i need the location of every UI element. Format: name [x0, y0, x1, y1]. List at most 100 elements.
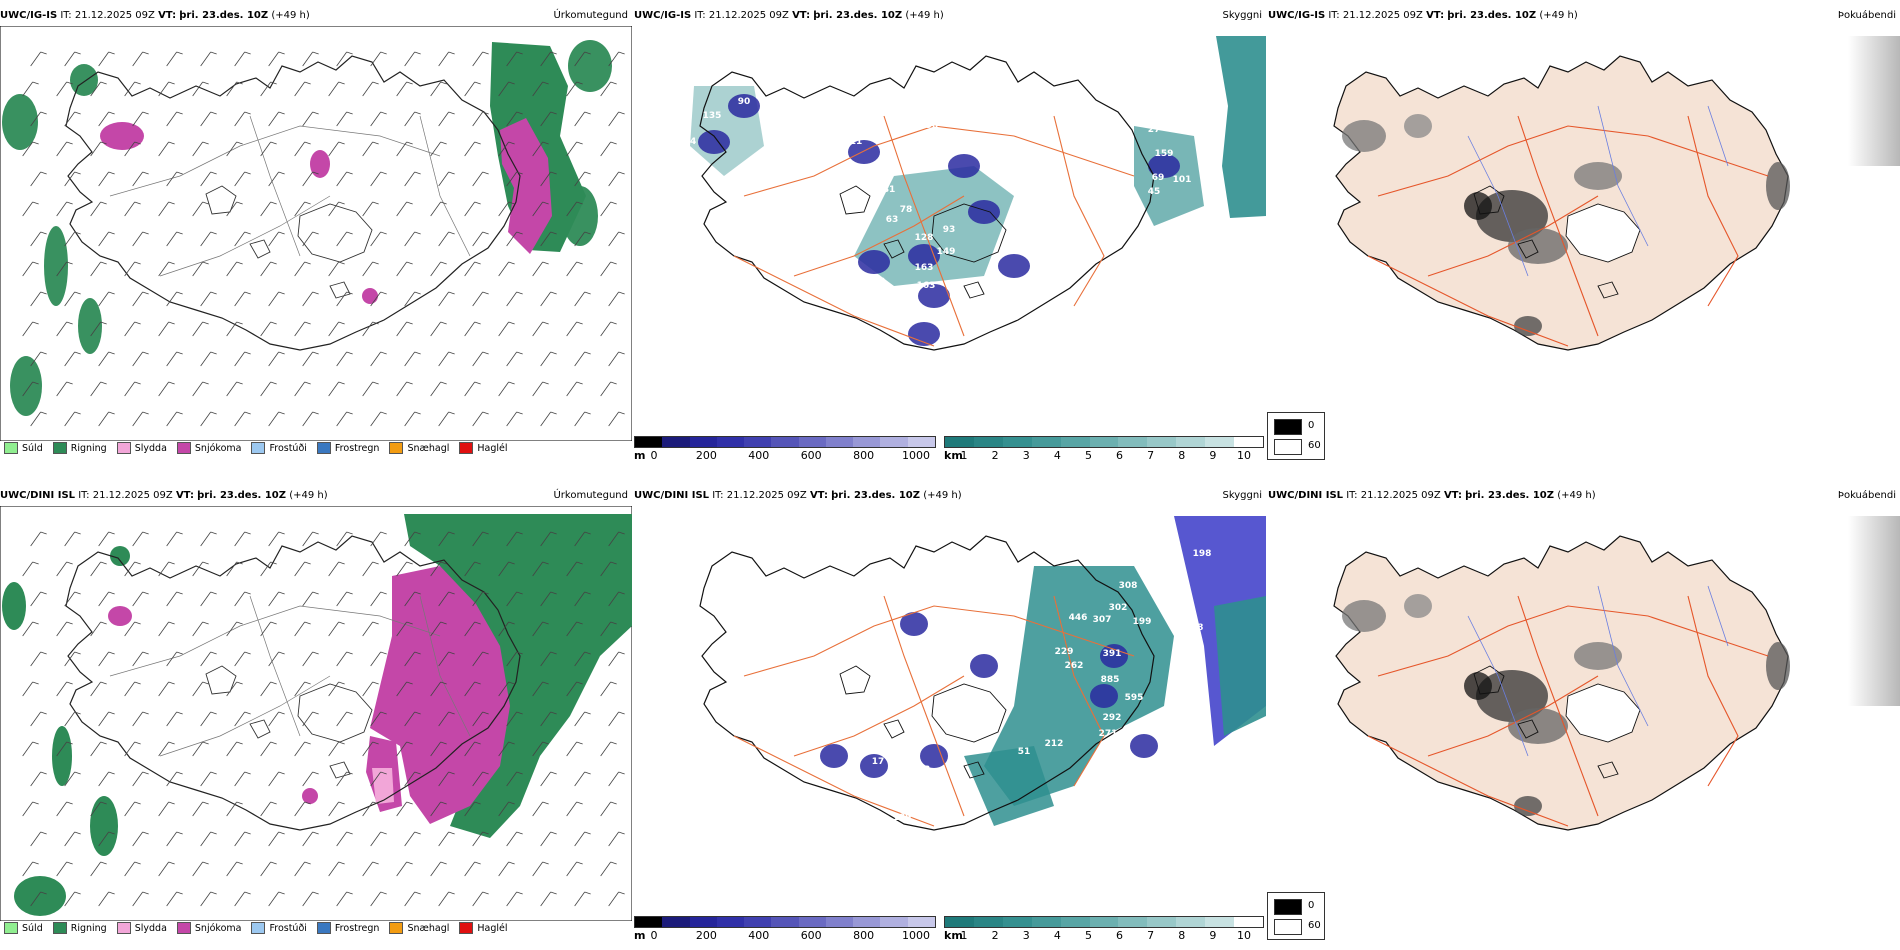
colorbar-tick: 400 [748, 449, 770, 462]
visibility-value-label: 69 [1152, 173, 1165, 183]
legend-label: Snæhagl [407, 442, 450, 454]
it-label: IT: [78, 490, 90, 501]
lead-time: (+49 h) [1539, 10, 1578, 21]
visibility-value-label: 86 [846, 229, 859, 239]
colorbar-strip [634, 436, 936, 448]
legend-swatch [251, 442, 266, 454]
legend-label: Súld [22, 442, 43, 454]
visibility-value-label: 307 [1093, 615, 1112, 625]
legend-item-0: Súld [4, 442, 43, 454]
legend-swatch [176, 922, 191, 934]
fog-legend-white [1274, 439, 1302, 455]
lead-time: (+49 h) [289, 490, 328, 501]
panel-visibility-dini: UWC/DINI ISL IT: 21.12.2025 09Z VT: þri.… [634, 486, 1266, 946]
colorbar-tick: 800 [853, 929, 875, 942]
fog-map [1268, 26, 1900, 441]
visibility-value-label: 54 [1168, 695, 1181, 705]
colorbar-unit: km [944, 929, 963, 942]
legend-swatch [116, 922, 131, 934]
visibility-value-label: 11 [850, 137, 863, 147]
legend-label: Snjókoma [194, 922, 242, 934]
it-label: IT: [694, 10, 706, 21]
model-name: UWC/IG-IS [634, 10, 692, 21]
panel-title: Þokuábendi [1837, 10, 1896, 21]
panel-title: Þokuábendi [1837, 490, 1896, 501]
visibility-value-label: 81 [883, 185, 896, 195]
precip-map [0, 506, 632, 921]
it-label: IT: [1328, 10, 1340, 21]
legend-swatch [116, 442, 131, 454]
legend-item-1: Rigning [52, 922, 107, 934]
visibility-map: 198 308 302 446 307 199 188 229 262 391 885 595 54 87… [634, 506, 1266, 921]
legend-item-0: Súld [4, 922, 43, 934]
legend-label: Rigning [70, 922, 107, 934]
legend-item-2: Slydda [116, 442, 167, 454]
visibility-value-label: 51 [1018, 747, 1031, 757]
visibility-value-label: 229 [855, 329, 874, 339]
legend-item-3: Snjókoma [176, 922, 242, 934]
visibility-value-label: 308 [1119, 581, 1138, 591]
visibility-value-label: 78 [900, 205, 913, 215]
colorbar-tick: 600 [800, 449, 822, 462]
colorbar-tick: 1 [960, 929, 968, 942]
legend-label: Súld [22, 922, 43, 934]
legend-label: Haglél [477, 442, 508, 454]
legend-item-6: Snæhagl [389, 442, 449, 454]
colorbar-tick: 1000 [902, 929, 930, 942]
colorbar-tick: 9 [1209, 929, 1217, 942]
colorbar-tick: 3 [1022, 449, 1030, 462]
vt-label: VT: [175, 490, 194, 501]
model-name: UWC/DINI ISL [634, 490, 710, 501]
legend-label: Snjókoma [194, 442, 242, 454]
legend-item-7: Haglél [459, 922, 508, 934]
legend-swatch [459, 922, 474, 934]
visibility-value-label: 88 [828, 223, 841, 233]
legend-item-4: Frostúði [251, 442, 307, 454]
panel-title: Úrkomutegund [553, 490, 628, 501]
colorbar-tick: 8 [1178, 929, 1186, 942]
legend-label: Haglél [477, 922, 508, 934]
lead-time: (+49 h) [271, 10, 310, 21]
visibility-value-label: 149 [937, 247, 956, 257]
vt-label: VT: [809, 490, 828, 501]
legend-item-5: Frostregn [316, 922, 380, 934]
visibility-value-label: 112 [867, 277, 886, 287]
colorbar-tick: 5 [1084, 929, 1092, 942]
legend-item-3: Snjókoma [176, 442, 242, 454]
visibility-value-label: 199 [1133, 617, 1152, 627]
panel-header: UWC/DINI ISL IT: 21.12.2025 09Z VT: þri.… [1268, 488, 1900, 504]
visibility-value-label: 84 [820, 245, 833, 255]
precip-legend: Súld Rigning Slydda Snjókoma Frostúði Frostre… [4, 438, 508, 458]
legend-label: Frostregn [334, 922, 380, 934]
legend-swatch [389, 442, 404, 454]
colorbar-tick: 8 [1178, 449, 1186, 462]
it-label: IT: [712, 490, 724, 501]
legend-swatch [316, 442, 331, 454]
legend-label: Slydda [134, 442, 167, 454]
visibility-value-label: 188 [1185, 623, 1204, 633]
colorbar-tick: 4 [1053, 929, 1061, 942]
legend-swatch [316, 922, 331, 934]
visibility-value-label: 90 [926, 121, 939, 131]
colorbar-tick: 6 [1116, 449, 1124, 462]
model-name: UWC/DINI ISL [1268, 490, 1344, 501]
panel-header: UWC/IG-IS IT: 21.12.2025 09Z VT: þri. 23… [1268, 8, 1900, 24]
colorbar-tick: 200 [695, 449, 717, 462]
panel-precip-type-dini: UWC/DINI ISL IT: 21.12.2025 09Z VT: þri.… [0, 486, 632, 946]
fog-legend-top: 0 [1308, 900, 1315, 911]
visibility-value-label: 391 [1103, 649, 1122, 659]
legend-swatch [251, 922, 266, 934]
colorbar-tick: 6 [1116, 929, 1124, 942]
vt-label: VT: [1426, 10, 1445, 21]
ceiling-colorbar: m 0 200 400 600 800 1000 [634, 916, 936, 942]
model-name: UWC/IG-IS [0, 10, 58, 21]
colorbar-tick: 800 [853, 449, 875, 462]
visibility-value-label: 229 [1055, 647, 1074, 657]
visibility-value-label: 87 [1188, 675, 1201, 685]
legend-item-1: Rigning [52, 442, 107, 454]
legend-label: Snæhagl [407, 922, 450, 934]
fog-legend: 0 60 [1267, 892, 1325, 940]
visibility-value-label: 135 [703, 111, 722, 121]
it-value: 21.12.2025 09Z [92, 490, 173, 501]
colorbar-tick: 400 [748, 929, 770, 942]
